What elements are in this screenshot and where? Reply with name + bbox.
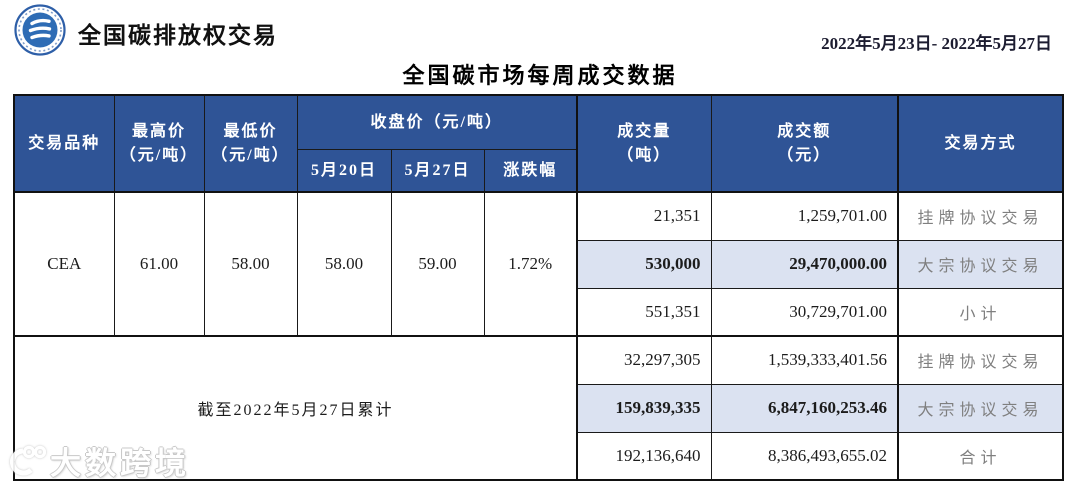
- table-row-weekly-block: 530,000 29,470,000.00 大宗协议交易: [14, 239, 1064, 289]
- cell-change: 1.72%: [483, 191, 578, 337]
- report-date-range: 2022年5月23日- 2022年5月27日: [821, 34, 1052, 53]
- cell-amount: 1,259,701.00: [710, 191, 899, 241]
- cell-mode: 挂牌协议交易: [897, 191, 1064, 241]
- col-header-close-0527: 5月27日: [390, 148, 485, 193]
- cell-volume: 192,136,640: [576, 431, 712, 481]
- cell-product: CEA: [13, 191, 115, 337]
- col-header-volume: 成交量 （吨）: [576, 94, 712, 193]
- cell-amount: 6,847,160,253.46: [710, 383, 899, 433]
- carbon-exchange-logo-icon: [14, 4, 66, 56]
- cell-amount: 29,470,000.00: [710, 239, 899, 289]
- cell-volume: 530,000: [576, 239, 712, 289]
- cell-low: 58.00: [203, 191, 298, 337]
- top-bar: 全国碳排放权交易 2022年5月23日- 2022年5月27日: [0, 0, 1080, 60]
- weekly-data-table: 交易品种 最高价 （元/吨） 最低价 （元/吨） 收盘价（元/吨） 成交量 （吨…: [13, 94, 1065, 481]
- col-header-high: 最高价 （元/吨）: [113, 94, 205, 193]
- cell-volume: 551,351: [576, 287, 712, 337]
- col-header-amount: 成交额 （元）: [710, 94, 899, 193]
- weekly-data-table-wrap: 交易品种 最高价 （元/吨） 最低价 （元/吨） 收盘价（元/吨） 成交量 （吨…: [13, 94, 1065, 481]
- cell-volume: 21,351: [576, 191, 712, 241]
- cell-mode: 大宗协议交易: [897, 239, 1064, 289]
- cell-mode: 大宗协议交易: [897, 383, 1064, 433]
- logo-svg: [14, 4, 66, 56]
- table-row-cumulative-total: 192,136,640 8,386,493,655.02 合计: [14, 431, 1064, 481]
- col-header-low: 最低价 （元/吨）: [203, 94, 298, 193]
- col-header-product: 交易品种: [13, 94, 115, 193]
- cell-mode: 合计: [897, 431, 1064, 481]
- table-row-cumulative-block: 159,839,335 6,847,160,253.46 大宗协议交易: [14, 383, 1064, 433]
- cell-amount: 1,539,333,401.56: [710, 335, 899, 385]
- col-header-mode: 交易方式: [897, 94, 1064, 193]
- cell-close-0527: 59.00: [390, 191, 485, 337]
- cell-mode: 挂牌协议交易: [897, 335, 1064, 385]
- col-header-close-0520: 5月20日: [296, 148, 392, 193]
- brand-name: 全国碳排放权交易: [78, 23, 278, 48]
- col-header-change: 涨跌幅: [483, 148, 578, 193]
- col-header-close-group: 收盘价（元/吨）: [296, 94, 578, 150]
- cell-amount: 30,729,701.00: [710, 287, 899, 337]
- cell-mode: 小计: [897, 287, 1064, 337]
- table-row-weekly-subtotal: 551,351 30,729,701.00 小计: [14, 287, 1064, 337]
- cell-volume: 32,297,305: [576, 335, 712, 385]
- cell-volume: 159,839,335: [576, 383, 712, 433]
- cell-amount: 8,386,493,655.02: [710, 431, 899, 481]
- table-row-weekly-listed: CEA 61.00 58.00 58.00 59.00 1.72% 21,351…: [13, 191, 1064, 337]
- table-row-cumulative-listed: 截至2022年5月27日累计 32,297,305 1,539,333,401.…: [13, 335, 1064, 481]
- cell-high: 61.00: [113, 191, 205, 337]
- page-title: 全国碳市场每周成交数据: [402, 63, 678, 88]
- cell-close-0520: 58.00: [296, 191, 392, 337]
- cell-cumulative-label: 截至2022年5月27日累计: [13, 335, 578, 481]
